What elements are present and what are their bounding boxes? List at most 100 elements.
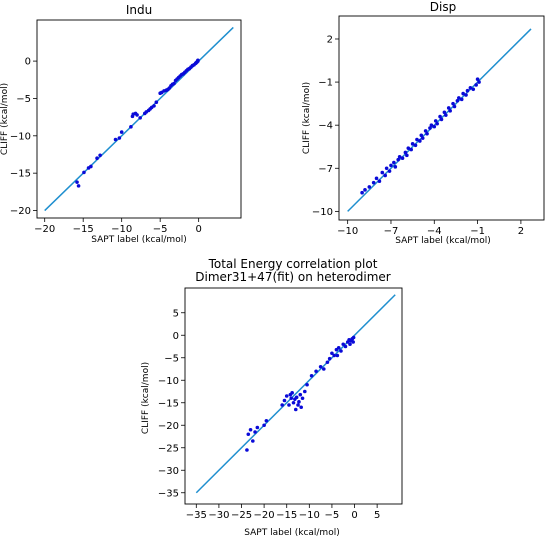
disp-x-axis-label: SAPT label (kcal/mol) [395,236,490,246]
disp-data-point [409,147,413,152]
disp-y-tick-label: 2 [327,34,333,45]
total-energy-x-axis-label: SAPT label (kcal/mol) [244,528,339,538]
disp-data-point [413,143,418,148]
disp-data-point [420,136,425,140]
indu-chart-title: Indu [126,3,152,17]
disp-data-point [396,157,400,162]
total-energy-data-point [290,391,294,395]
total-energy-reference-line [195,294,396,494]
disp-data-point [367,185,372,189]
disp-data-point [465,88,470,93]
indu-data-point [119,130,124,134]
total-energy-data-point [255,425,260,430]
indu-y-axis-label: CLIFF (kcal/mol) [0,83,10,155]
total-energy-x-tick-label: −30 [208,510,229,521]
indu-points [75,58,200,188]
total-energy-data-point [321,367,326,371]
disp-y-tick-label: −1 [318,78,333,89]
total-energy-ticks: −35 −30 −25 −20 −15 −10 −5 0 5−35−30−25−20−15−10… [158,308,380,521]
disp-data-point [393,165,398,169]
indu-data-point [82,170,86,175]
total-energy-chart-title: Total Energy correlation plot [208,257,378,271]
indu-plot-frame [36,19,242,219]
total-energy-data-point [251,439,255,443]
total-energy-data-point [300,396,305,401]
disp-x-tick-label: 2 [518,226,524,237]
disp-y-axis-label: CLIFF (kcal/mol) [302,82,312,154]
total-energy-y-tick-label: −25 [158,443,179,454]
total-energy-y-tick-label: −20 [158,421,179,432]
disp-data-point [475,77,480,82]
total-energy-data-point [309,373,314,378]
disp-data-point [457,96,461,100]
indu-data-point [172,81,176,86]
disp-data-point [415,137,419,142]
disp-data-point [392,160,396,165]
disp-data-point [380,170,385,175]
indu-data-point [152,104,156,108]
total-energy-data-point [264,418,269,423]
total-energy-data-point [246,432,251,437]
total-energy-data-point [294,395,299,400]
total-energy-data-point [291,400,296,405]
indu-data-point [95,156,99,161]
total-energy-plot-frame [184,287,403,505]
disp-x-tick-label: −7 [384,226,399,237]
disp-data-point [387,169,392,173]
disp-y-tick-label: −10 [312,207,333,218]
total-energy-data-point [332,353,336,358]
indu-data-point [75,180,79,184]
disp-data-point [438,114,442,119]
total-energy-data-point [336,346,341,350]
disp-data-point [374,176,379,181]
disp-data-point [468,86,473,90]
disp-data-point [477,80,481,84]
disp-ticks: −10 −7 −4 −1 2 −10 −7 −4 −1 2 [312,34,524,237]
disp-data-point [439,117,444,122]
disp-data-point [428,126,432,130]
total-energy-data-point [284,394,289,398]
disp-chart-title: Disp [430,0,456,14]
disp-data-point [419,133,424,138]
indu-data-point [138,116,142,120]
disp-data-point [360,190,364,195]
disp-data-point [474,83,478,87]
total-energy-y-tick-label: −35 [158,488,179,499]
total-energy-points [245,335,356,452]
total-energy-x-tick-label: −35 [186,510,207,521]
indu-data-point [113,137,118,142]
total-energy-data-point [262,423,266,428]
disp-data-point [363,188,367,192]
indu-x-tick-label: 0 [195,224,201,235]
disp-data-point [423,129,428,133]
total-energy-data-point [330,351,334,356]
disp-data-point [455,98,460,103]
total-energy-data-point [282,398,287,403]
disp-data-point [442,110,447,115]
total-energy-data-point [299,405,303,410]
disp-data-point [451,101,455,106]
total-energy-data-point [293,407,298,412]
indu-ticks: −20 −15 −10 −5 0 −20 −15 −10 −5 0 [10,57,202,235]
indu-y-tick-label: −15 [10,169,31,180]
disp-data-point [371,180,376,185]
total-energy-data-point [341,342,346,347]
total-energy-y-tick-label: 0 [173,331,179,342]
disp-data-point [405,153,409,158]
total-energy-chart-subtitle: Dimer31+47(fit) on heterodimer [195,270,390,284]
total-energy-data-point [287,403,291,407]
indu-y-tick-label: 0 [25,57,31,68]
indu-data-point [154,100,159,104]
disp-data-point [406,146,411,150]
total-energy-data-point [351,335,356,340]
total-energy-data-point [298,392,303,397]
indu-x-axis-label: SAPT label (kcal/mol) [91,235,186,245]
disp-data-point [433,119,438,123]
total-energy-y-tick-label: −10 [158,376,179,387]
disp-x-tick-label: −10 [337,226,358,237]
total-energy-x-tick-label: 5 [374,510,380,521]
total-energy-data-point [296,403,300,407]
disp-data-point [383,173,387,178]
total-energy-data-point [248,427,253,432]
